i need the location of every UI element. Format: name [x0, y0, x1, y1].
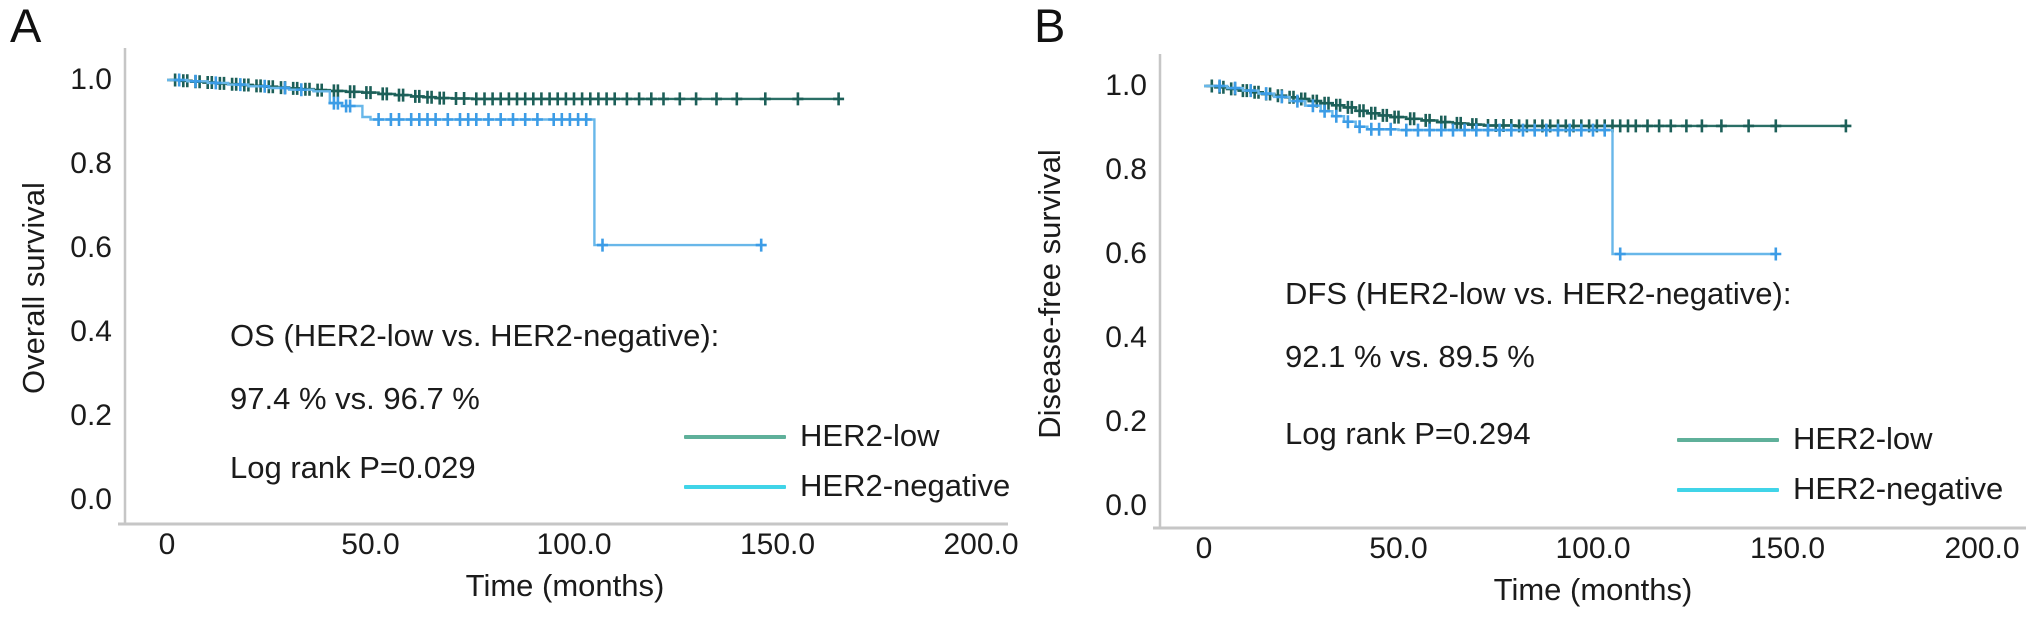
legend-line-her2-low: [1677, 438, 1779, 442]
legend-line-her2-low: [684, 435, 786, 439]
y-tick-label: 0.2: [70, 399, 112, 432]
censor-marks-her2-low: [169, 73, 845, 106]
x-axis-title: Time (months): [1493, 572, 1693, 607]
x-tick-label: 100.0: [1555, 532, 1631, 565]
x-tick-label: 50.0: [1369, 532, 1428, 565]
x-tick-label: 150.0: [1749, 532, 1826, 565]
km-plot-overall-survival: [118, 48, 1008, 526]
legend-line-her2-negative: [684, 485, 786, 489]
km-plot-disease-free-survival: [1153, 54, 2026, 530]
y-tick-label: 1.0: [1105, 69, 1147, 102]
y-tick-label: 0.8: [1105, 153, 1147, 186]
panel-label-b: B: [1034, 0, 1066, 52]
legend-label-her2-negative: HER2-negative: [800, 468, 1011, 503]
y-tick-label: 0.4: [1105, 321, 1147, 354]
legend-label-her2-low: HER2-low: [1793, 421, 1933, 456]
y-tick-label: 0.0: [1105, 489, 1147, 522]
y-tick-label: 0.2: [1105, 405, 1147, 438]
y-tick-label: 0.6: [1105, 237, 1147, 270]
panel-overall-survival: A Overall survival OS (HER2-low vs. HER2…: [10, 0, 1019, 603]
x-tick-label: 150.0: [739, 528, 816, 561]
y-tick-label: 0.6: [70, 231, 112, 264]
x-tick-label: 0: [158, 528, 176, 561]
panel-disease-free-survival: B Disease-free survival DFS (HER2-low vs…: [1016, 0, 2032, 618]
legend-line-her2-negative: [1677, 488, 1779, 492]
censor-marks-her2-negative: [1214, 79, 1782, 261]
x-tick-label: 0: [1195, 532, 1213, 565]
km-curve-her2-negative: [1204, 84, 1776, 256]
annotation-comparison: OS (HER2-low vs. HER2-negative):: [230, 318, 720, 353]
legend-label-her2-negative: HER2-negative: [1793, 471, 2004, 506]
annotation-logrank: Log rank P=0.029: [230, 450, 476, 485]
annotation-comparison: DFS (HER2-low vs. HER2-negative):: [1285, 276, 1792, 311]
annotation-logrank: Log rank P=0.294: [1285, 416, 1531, 451]
y-tick-label: 0.4: [70, 315, 112, 348]
panel-label-a: A: [10, 0, 42, 52]
censor-marks-her2-negative: [173, 73, 767, 252]
y-tick-label: 1.0: [70, 63, 112, 96]
annotation-rates: 97.4 % vs. 96.7 %: [230, 381, 480, 416]
x-tick-label: 200.0: [943, 528, 1019, 561]
censor-marks-her2-low: [1206, 79, 1852, 133]
x-tick-label: 50.0: [341, 528, 400, 561]
y-tick-label: 0.8: [70, 147, 112, 180]
x-tick-label: 200.0: [1944, 532, 2020, 565]
legend-label-her2-low: HER2-low: [800, 418, 940, 453]
y-tick-label: 0.0: [70, 483, 112, 516]
annotation-rates: 92.1 % vs. 89.5 %: [1285, 339, 1535, 374]
x-tick-label: 100.0: [536, 528, 612, 561]
x-axis-title: Time (months): [465, 568, 665, 603]
